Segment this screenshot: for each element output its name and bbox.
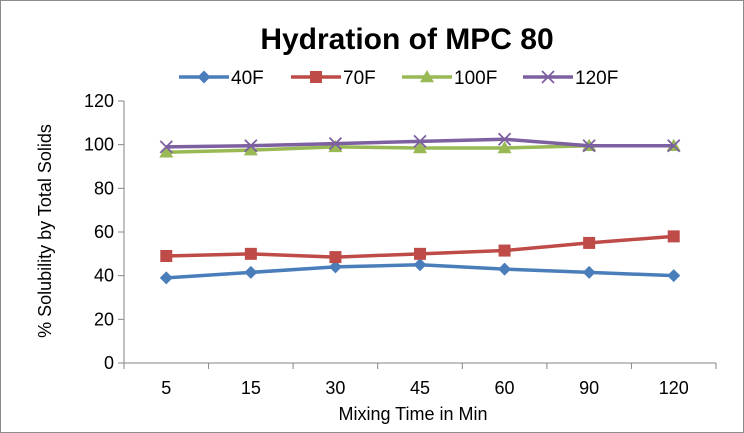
series-70F [160, 230, 680, 264]
legend-marker [310, 71, 322, 83]
y-tick-label: 60 [94, 222, 114, 242]
data-point [413, 140, 427, 154]
legend: 40F 70F 100F 120F [179, 68, 618, 89]
y-tick-label: 100 [84, 135, 114, 155]
x-tick-label: 5 [161, 378, 171, 398]
data-point [244, 247, 257, 260]
y-tick-label: 40 [94, 266, 114, 286]
x-tick-label: 30 [325, 378, 345, 398]
legend-label: 100F [454, 68, 497, 89]
y-axis-label: % Solubility by Total Solids [35, 124, 55, 338]
legend-entry: 70F [291, 68, 376, 89]
data-point [328, 136, 343, 151]
data-point [498, 262, 512, 276]
legend-label: 40F [231, 68, 264, 89]
data-point [329, 251, 342, 264]
series-120F [159, 132, 681, 154]
y-tick-label: 120 [84, 91, 114, 111]
legend-label: 120F [575, 68, 618, 89]
x-tick-label: 45 [410, 378, 430, 398]
data-point [414, 247, 426, 260]
data-point [583, 236, 596, 249]
legend-entry: 100F [402, 68, 497, 89]
series-40F [159, 258, 681, 285]
data-point [667, 230, 680, 243]
data-point [243, 143, 258, 156]
data-point [667, 139, 681, 153]
legend-marker [420, 70, 434, 83]
x-tick-label: 90 [579, 378, 599, 398]
data-point [413, 134, 427, 149]
data-point [498, 244, 511, 257]
plot-series [159, 132, 681, 285]
legend-label: 70F [343, 68, 376, 89]
legend-marker [541, 70, 555, 84]
x-tick-label: 15 [241, 378, 261, 398]
data-point [497, 132, 512, 146]
y-tick-label: 80 [94, 178, 114, 198]
y-tick-label: 20 [94, 309, 114, 329]
legend-marker [197, 70, 211, 84]
y-tick-label: 0 [104, 353, 114, 373]
data-point [244, 265, 258, 279]
data-point [413, 258, 427, 272]
data-point [497, 140, 512, 154]
data-point [159, 145, 174, 158]
data-point [328, 260, 342, 274]
x-axis: 5 15 30 45 60 90 120 [123, 362, 717, 398]
data-point [159, 271, 173, 285]
data-point [667, 269, 681, 283]
x-tick-label: 60 [495, 378, 515, 398]
data-point [582, 265, 596, 279]
data-point [244, 139, 258, 153]
y-axis: 0 20 40 60 80 100 120 [84, 91, 125, 373]
data-point [159, 140, 173, 154]
x-tick-label: 120 [659, 378, 689, 398]
chart-title: Hydration of MPC 80 [260, 23, 553, 56]
x-axis-label: Mixing Time in Min [338, 404, 487, 424]
data-point [160, 250, 173, 263]
data-point [328, 139, 343, 153]
legend-entry: 40F [179, 68, 264, 89]
data-point [582, 139, 596, 153]
legend-entry: 120F [523, 68, 618, 89]
